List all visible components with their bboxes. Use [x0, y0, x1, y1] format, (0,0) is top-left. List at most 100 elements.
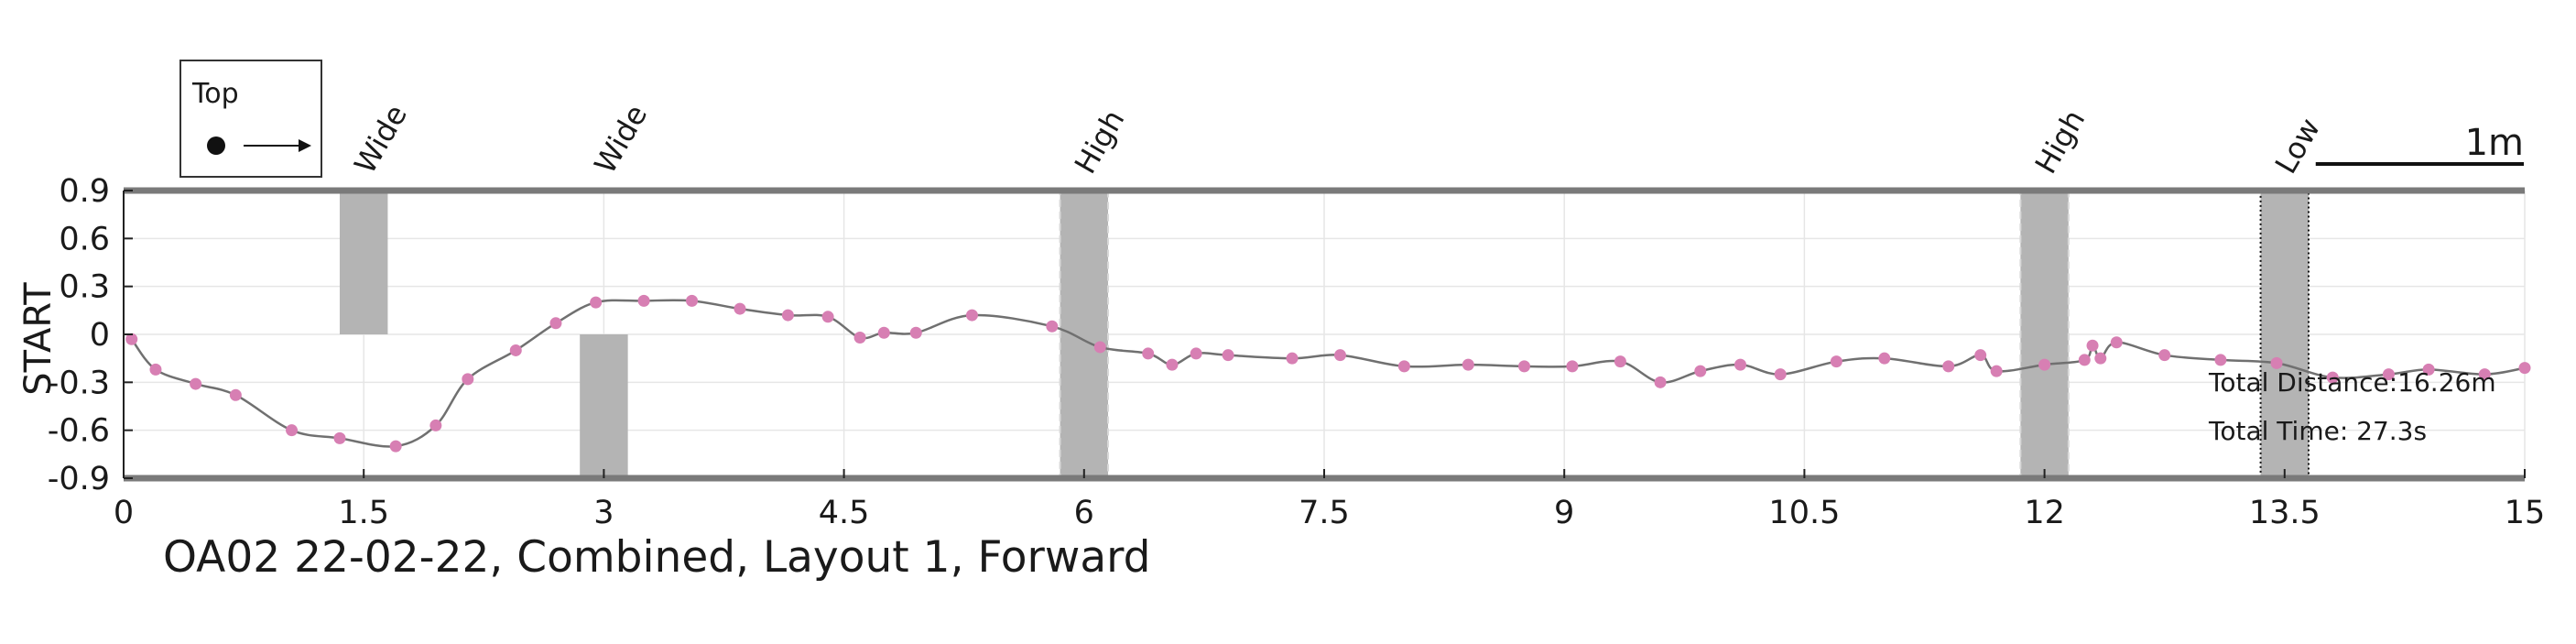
trajectory-point [1990, 365, 2003, 377]
trajectory-point [429, 419, 442, 431]
trajectory-point [1333, 349, 1346, 362]
trajectory-point [2478, 368, 2491, 381]
y-axis-label: START [17, 282, 60, 396]
grid [123, 190, 2526, 479]
trajectory-point [2326, 371, 2339, 384]
y-tick-label: -0.6 [48, 413, 110, 450]
total-distance-annotation: Total Distance:16.26m [2208, 367, 2496, 398]
trajectory-point [1397, 360, 1410, 373]
trajectory-point [190, 377, 202, 390]
obstacle-label-low: Low [2268, 112, 2327, 180]
trajectory-point [2270, 356, 2283, 369]
obstacle-low-4 [2259, 190, 2310, 479]
trajectory-point [909, 326, 922, 339]
trajectory-point [877, 326, 890, 339]
obstacle-high-3 [2019, 190, 2070, 479]
trajectory-point [1774, 368, 1787, 381]
trajectory-point [821, 311, 834, 323]
trajectory-point [2214, 354, 2227, 366]
trajectory-point [590, 296, 603, 309]
trajectory-point [2158, 349, 2171, 362]
ticks: 0 1.5 3 4.5 6 7.5 9 10.5 12 13.5 15 0.9 0.6 0.3 0 -0.3 -… [48, 173, 2546, 531]
legend-marker-dot [207, 136, 225, 155]
total-time-annotation: Total Time: 27.3s [2208, 416, 2427, 446]
trajectory-point [1142, 347, 1155, 360]
x-tick-label: 12 [2024, 495, 2065, 531]
trajectory-point [1093, 341, 1106, 354]
x-tick-label: 0 [114, 495, 134, 531]
trajectory-point [1942, 360, 1955, 373]
trajectory-point [734, 302, 746, 315]
trajectory-point [1878, 352, 1891, 365]
trajectory-point [1286, 352, 1299, 365]
trajectory-point [389, 440, 402, 453]
legend-box [179, 60, 322, 178]
y-tick-label: -0.9 [48, 461, 110, 497]
x-tick-label: 6 [1074, 495, 1094, 531]
trajectory-point [286, 424, 299, 437]
trajectory-point [2382, 368, 2395, 381]
trajectory-point [509, 344, 522, 356]
x-tick-label: 3 [593, 495, 614, 531]
x-tick-label: 13.5 [2249, 495, 2321, 531]
trajectory-point [2518, 362, 2531, 375]
trajectory-point [965, 309, 978, 322]
trajectory-point [2038, 358, 2051, 371]
trajectory-point [1734, 358, 1746, 371]
trajectory-point [1974, 349, 1987, 362]
scale-bar-label: 1m [2465, 122, 2524, 164]
obstacle-label-high: High [2028, 104, 2092, 180]
x-tick-label: 10.5 [1768, 495, 1840, 531]
trajectory-point [1166, 358, 1179, 371]
x-tick-label: 7.5 [1299, 495, 1350, 531]
trajectory-point [1694, 365, 1707, 377]
trajectory-point [125, 333, 138, 345]
chart-title: OA02 22-02-22, Combined, Layout 1, Forwa… [163, 532, 1150, 583]
scale-bar: 1m [2315, 122, 2524, 166]
trajectory-point [1654, 376, 1667, 388]
x-tick-label: 9 [1554, 495, 1574, 531]
legend-title: Top [191, 78, 239, 110]
obstacle-high-2 [1059, 190, 1110, 479]
trajectory-point [549, 317, 562, 330]
y-tick-label: -0.3 [48, 365, 110, 401]
trajectory-point [149, 363, 162, 376]
trajectory-point [462, 373, 474, 386]
x-tick-label: 15 [2505, 495, 2546, 531]
trajectory-point [781, 309, 794, 322]
obstacle-wide-1 [580, 334, 628, 478]
obstacle-label-wide: Wide [347, 99, 414, 180]
trajectory-point [1222, 349, 1234, 362]
trajectory-point [686, 294, 699, 307]
trajectory-line [130, 299, 2526, 448]
trajectory-point [637, 294, 650, 307]
trajectory-point [229, 388, 242, 401]
trajectory-point [853, 331, 866, 344]
legend: Top [179, 60, 322, 178]
trajectory-point [1614, 355, 1626, 368]
y-tick-label: 0.9 [59, 173, 110, 210]
obstacle-wide-0 [339, 191, 388, 334]
trajectory-point [2078, 354, 2091, 366]
trajectory-series [125, 294, 2531, 453]
y-tick-label: 0.6 [59, 221, 110, 257]
trajectory-point [1518, 360, 1530, 373]
y-tick-label: 0 [90, 317, 110, 354]
trajectory-point [2094, 352, 2107, 365]
y-tick-label: 0.3 [59, 269, 110, 306]
trajectory-point [2110, 336, 2123, 349]
trajectory-point [1830, 355, 1842, 368]
obstacle-label-wide: Wide [587, 99, 654, 180]
x-tick-label: 1.5 [338, 495, 389, 531]
trajectory-point [333, 431, 346, 444]
x-tick-label: 4.5 [819, 495, 870, 531]
trajectory-point [2422, 363, 2435, 376]
obstacles [339, 190, 2310, 479]
obstacle-labels: Wide Wide High High Low [347, 99, 2327, 180]
trajectory-point [1046, 320, 1059, 333]
trajectory-point [2086, 339, 2099, 352]
trajectory-point [1190, 347, 1202, 360]
trajectory-point [1566, 360, 1579, 373]
obstacle-label-high: High [1068, 104, 1132, 180]
